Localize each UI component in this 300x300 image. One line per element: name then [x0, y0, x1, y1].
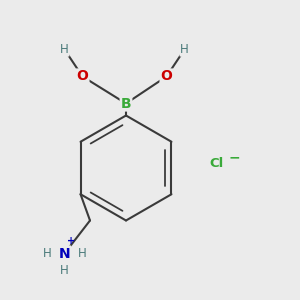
Text: H: H — [60, 264, 69, 278]
Text: H: H — [43, 247, 52, 260]
Text: B: B — [121, 97, 131, 110]
Text: Cl: Cl — [209, 157, 223, 170]
Text: H: H — [77, 247, 86, 260]
Text: +: + — [67, 236, 75, 246]
Text: H: H — [180, 43, 189, 56]
Text: H: H — [60, 43, 69, 56]
Text: −: − — [228, 151, 240, 164]
Text: O: O — [76, 70, 88, 83]
Text: O: O — [160, 70, 172, 83]
Text: N: N — [59, 247, 70, 260]
